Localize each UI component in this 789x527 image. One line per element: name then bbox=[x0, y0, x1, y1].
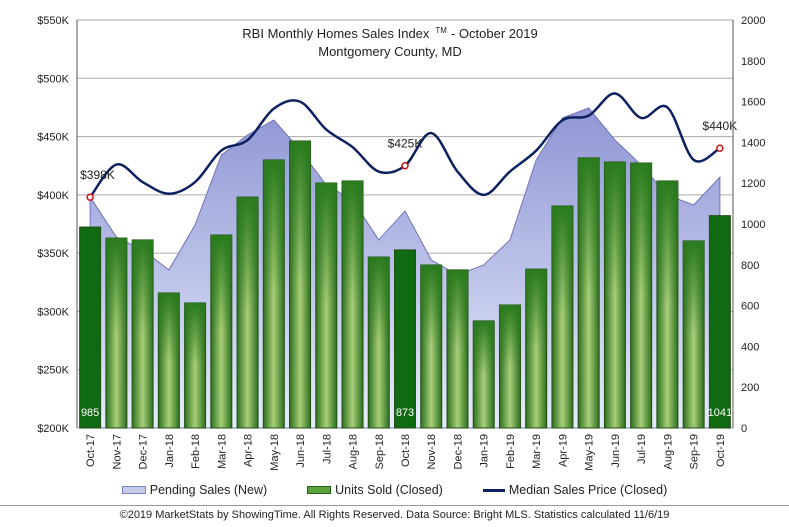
units-sold-bar bbox=[341, 180, 364, 429]
x-axis-tick: Feb-19 bbox=[505, 434, 517, 469]
bar-data-label: 1041 bbox=[708, 407, 732, 419]
units-sold-bar bbox=[394, 249, 416, 429]
units-sold-bar bbox=[525, 268, 548, 429]
x-axis-tick: Feb-18 bbox=[190, 434, 202, 469]
units-sold-bar bbox=[79, 226, 102, 429]
right-axis-tick: 1600 bbox=[741, 97, 765, 109]
x-axis-tick: Oct-18 bbox=[400, 434, 412, 467]
units-sold-bar bbox=[210, 234, 233, 429]
right-axis-tick: 1000 bbox=[741, 219, 765, 231]
legend-label: Median Sales Price (Closed) bbox=[508, 483, 668, 497]
units-sold-bar bbox=[603, 161, 626, 429]
left-axis-tick: $450K bbox=[37, 132, 69, 144]
x-axis-tick: May-18 bbox=[269, 434, 281, 471]
x-axis-tick: Aug-18 bbox=[348, 434, 360, 469]
units-sold-bar bbox=[498, 304, 521, 429]
x-axis-tick: Nov-18 bbox=[426, 434, 438, 469]
units-sold-bar bbox=[682, 240, 705, 429]
chart-subtitle: Montgomery County, MD bbox=[318, 44, 462, 59]
x-axis-tick: Jan-18 bbox=[164, 434, 176, 468]
legend-label: Units Sold (Closed) bbox=[335, 483, 443, 497]
line-data-label: $398K bbox=[80, 168, 115, 182]
left-axis-tick: $300K bbox=[37, 306, 69, 318]
right-axis-tick: 1200 bbox=[741, 178, 765, 190]
legend-item-units: Units Sold (Closed) bbox=[307, 483, 443, 497]
bar-data-label: 873 bbox=[396, 407, 414, 419]
units-sold-bar bbox=[656, 180, 679, 429]
legend-swatch-bar bbox=[307, 486, 332, 494]
units-sold-bar bbox=[131, 239, 154, 429]
x-axis-tick: Jul-19 bbox=[636, 434, 648, 464]
line-data-label: $425K bbox=[388, 137, 423, 151]
x-axis-tick: Aug-19 bbox=[662, 434, 674, 469]
legend-swatch-line bbox=[482, 488, 505, 492]
units-sold-bar bbox=[708, 215, 731, 429]
left-axis-tick: $200K bbox=[37, 423, 69, 435]
legend-item-median: Median Sales Price (Closed) bbox=[482, 483, 668, 497]
x-axis-tick: May-19 bbox=[584, 434, 596, 471]
units-sold-bar bbox=[367, 256, 390, 429]
right-axis-tick: 2000 bbox=[741, 15, 765, 27]
left-axis-tick: $400K bbox=[37, 190, 69, 202]
x-axis-tick: Jun-19 bbox=[610, 434, 622, 468]
bar-data-label: 985 bbox=[81, 407, 99, 419]
legend-item-pending: Pending Sales (New) bbox=[121, 483, 268, 497]
x-axis-tick: Sep-19 bbox=[689, 434, 701, 469]
left-axis-tick: $550K bbox=[37, 15, 69, 27]
median-price-marker bbox=[716, 144, 724, 152]
x-axis-tick: Mar-18 bbox=[216, 434, 228, 469]
units-sold-bar bbox=[157, 292, 180, 429]
units-sold-bar bbox=[184, 302, 207, 429]
right-axis-tick: 1800 bbox=[741, 56, 765, 68]
units-sold-bar bbox=[262, 159, 285, 429]
units-sold-bar bbox=[472, 320, 495, 429]
median-price-marker bbox=[401, 161, 409, 170]
x-axis-tick: Sep-18 bbox=[374, 434, 386, 469]
right-axis-tick: 600 bbox=[741, 301, 759, 313]
median-price-marker bbox=[86, 193, 94, 201]
line-data-label: $440K bbox=[703, 119, 738, 133]
chart-svg: 985 873 1041 $398K $425K $440K $200K $250K $30… bbox=[37, 15, 765, 471]
left-axis-tick: $250K bbox=[37, 365, 69, 377]
chart-title: RBI Monthly Homes Sales Index TM - October… bbox=[242, 26, 537, 41]
footer-credit: ©2019 MarketStats by ShowingTime. All Ri… bbox=[0, 505, 789, 521]
right-axis-tick: 0 bbox=[741, 423, 747, 435]
legend: Pending Sales (New) Units Sold (Closed) … bbox=[0, 483, 789, 497]
right-axis-tick: 200 bbox=[741, 382, 759, 394]
units-sold-bar bbox=[289, 140, 312, 429]
x-axis-tick: Jul-18 bbox=[321, 434, 333, 464]
x-axis-tick: Nov-17 bbox=[111, 434, 123, 469]
x-axis-tick: Jan-19 bbox=[479, 434, 491, 468]
left-axis-tick: $350K bbox=[37, 248, 69, 260]
x-axis-tick: Dec-18 bbox=[452, 434, 464, 469]
x-axis-tick: Mar-19 bbox=[531, 434, 543, 469]
units-sold-bar bbox=[105, 237, 128, 429]
x-axis-tick: Dec-17 bbox=[138, 434, 150, 469]
right-axis-tick: 400 bbox=[741, 341, 759, 353]
units-sold-bar bbox=[236, 196, 259, 429]
units-sold-bar bbox=[446, 269, 469, 429]
left-axis-tick: $500K bbox=[37, 73, 69, 85]
units-sold-bar bbox=[630, 162, 653, 429]
x-axis-tick: Apr-19 bbox=[557, 434, 569, 467]
right-axis-tick: 800 bbox=[741, 260, 759, 272]
x-axis-tick: Oct-19 bbox=[715, 434, 727, 467]
units-sold-bar bbox=[315, 182, 338, 429]
legend-label: Pending Sales (New) bbox=[149, 483, 268, 497]
x-axis-tick: Apr-18 bbox=[243, 434, 255, 467]
units-sold-bar bbox=[551, 205, 574, 429]
right-axis-tick: 1400 bbox=[741, 137, 765, 149]
legend-swatch-area bbox=[121, 486, 146, 494]
x-axis-tick: Oct-17 bbox=[85, 434, 97, 467]
units-sold-bar bbox=[577, 157, 600, 429]
x-axis-tick: Jun-18 bbox=[295, 434, 307, 468]
units-sold-bar bbox=[420, 264, 443, 429]
